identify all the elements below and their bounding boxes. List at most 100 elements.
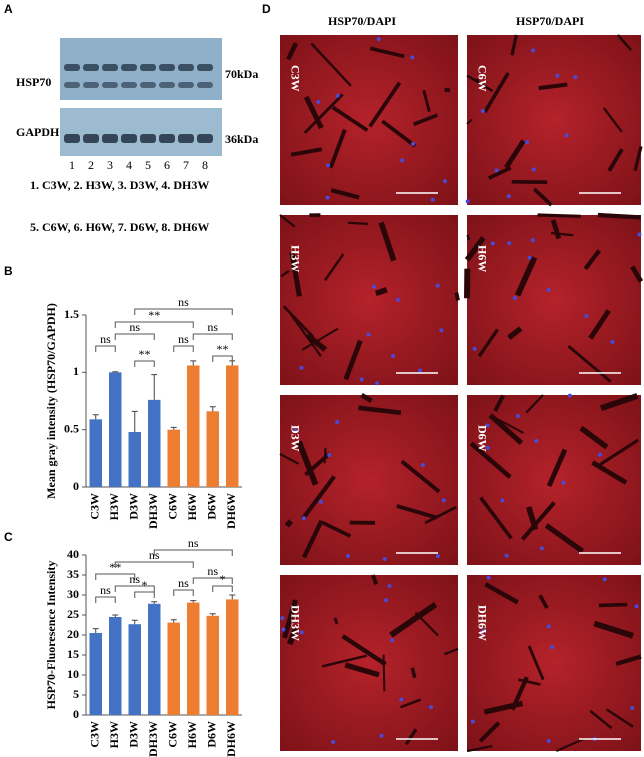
cell-border: [477, 328, 499, 358]
nucleus: [630, 706, 635, 711]
nucleus: [387, 584, 392, 589]
band: [197, 134, 213, 143]
nucleus: [546, 738, 551, 743]
cell-border: [597, 438, 640, 468]
cell-border: [348, 221, 368, 225]
significance-label: ns: [178, 576, 189, 590]
y-tick-label: 20: [67, 627, 79, 641]
y-tick-label: 35: [67, 567, 79, 581]
nucleus: [531, 167, 536, 172]
nucleus: [335, 420, 340, 425]
lane-number: 1: [69, 158, 75, 172]
cell-border: [520, 501, 556, 541]
cell-border: [279, 214, 296, 228]
cell-border: [602, 107, 623, 133]
cell-border: [400, 698, 422, 709]
cell-border: [280, 269, 290, 278]
cell-border: [404, 728, 418, 746]
nucleus: [525, 140, 530, 145]
row-label: DH6W: [475, 605, 489, 641]
cell-border: [290, 147, 323, 157]
nucleus: [316, 99, 321, 104]
x-tick-label: H6W: [185, 493, 199, 520]
bracket: [192, 577, 233, 584]
error-bar: [170, 426, 177, 430]
band: [83, 64, 99, 71]
significance-label: ns: [149, 548, 160, 562]
cell-border: [588, 309, 611, 340]
cell-border: [464, 236, 486, 262]
lane-number: 6: [164, 158, 170, 172]
x-tick-label: DH6W: [224, 721, 238, 757]
nucleus: [634, 604, 639, 609]
significance-label: ns: [178, 332, 189, 346]
cell-border: [583, 249, 601, 271]
error-bar: [92, 628, 99, 633]
nucleus: [384, 598, 389, 603]
x-tick-label: D6W: [205, 721, 219, 748]
cell-border: [550, 219, 562, 240]
significance-label: ns: [100, 332, 111, 346]
nucleus: [567, 393, 572, 398]
bracket: [114, 561, 194, 568]
band: [102, 82, 118, 88]
band: [178, 82, 194, 88]
micrograph: [467, 575, 641, 751]
significance-label: ns: [178, 295, 189, 309]
y-axis-label: HSP70-Fluoresence Intensity: [44, 561, 58, 710]
cell-border: [360, 393, 373, 403]
nucleus: [299, 630, 304, 635]
cell-border: [518, 678, 541, 686]
cell-border: [615, 654, 642, 666]
nucleus: [411, 141, 416, 146]
row-label: DH3W: [288, 605, 302, 641]
cell-border: [478, 721, 501, 743]
cell-border: [483, 72, 510, 114]
cell-border: [290, 313, 322, 357]
nucleus: [527, 255, 532, 260]
bar: [109, 617, 122, 715]
nucleus: [391, 354, 396, 359]
error-bar: [151, 601, 158, 604]
lane-legend: 1. C3W, 2. H3W, 3. D3W, 4. DH3W: [30, 178, 209, 192]
x-tick-label: C3W: [88, 493, 102, 520]
error-bar: [209, 613, 216, 616]
column-title: HSP70/DAPI: [516, 14, 584, 28]
nucleus: [318, 499, 323, 504]
nucleus: [486, 575, 491, 580]
bar: [226, 599, 239, 715]
cell-border: [538, 594, 549, 609]
nucleus: [410, 55, 415, 60]
significance-label: ns: [100, 583, 111, 597]
nucleus: [546, 287, 551, 292]
nucleus: [550, 645, 555, 650]
cell-border: [343, 339, 363, 381]
cell-border: [344, 662, 380, 678]
cell-border: [532, 187, 553, 207]
bar: [109, 372, 122, 487]
error-bar: [92, 414, 99, 420]
nucleus: [439, 328, 444, 333]
bracket: [173, 589, 194, 596]
x-tick-label: H3W: [107, 493, 121, 520]
x-tick-label: D3W: [127, 493, 141, 520]
bracket: [134, 591, 155, 598]
column-title: HSP70/DAPI: [328, 14, 396, 28]
cell-border: [370, 574, 379, 585]
y-axis-label: Mean gray intensity (HSP70/GAPDH): [44, 303, 58, 499]
nucleus: [326, 163, 331, 168]
cell-border: [527, 645, 545, 681]
cell-border: [374, 287, 388, 296]
significance-label: ns: [207, 320, 218, 334]
cell-border: [400, 459, 441, 494]
nucleus: [584, 314, 589, 319]
y-tick-label: 25: [67, 607, 79, 621]
band: [159, 134, 175, 143]
cell-border: [605, 708, 634, 728]
lane-number: 7: [183, 158, 189, 172]
band: [140, 134, 156, 143]
lane-number: 4: [126, 158, 132, 172]
cell-border: [396, 504, 438, 520]
significance-label: **: [139, 347, 151, 361]
cell-border: [296, 440, 319, 486]
